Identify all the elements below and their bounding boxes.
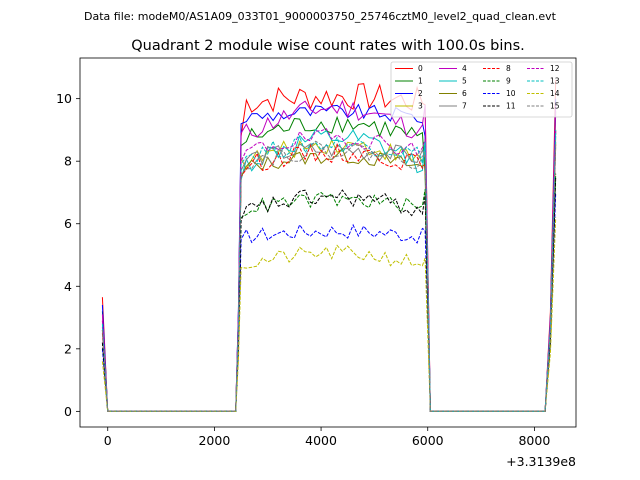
y-axis: 0 2 4 6 8 10 [56, 91, 80, 419]
series-line-13 [101, 133, 557, 412]
legend-label-4: 4 [462, 64, 467, 73]
legend-label-7: 7 [462, 102, 467, 111]
x-tick-label: 2000 [198, 433, 230, 448]
x-offset-label: +3.3139e8 [506, 454, 576, 469]
series-line-14 [101, 217, 557, 412]
legend-label-8: 8 [506, 64, 511, 73]
y-tick-label: 0 [64, 404, 72, 419]
legend-label-3: 3 [418, 102, 423, 111]
legend-label-10: 10 [506, 89, 516, 98]
x-axis: 0 2000 4000 6000 8000 [104, 427, 550, 448]
figure-suptitle: Data file: modeM0/AS1A09_033T01_90000037… [84, 10, 557, 23]
y-tick-label: 6 [64, 216, 72, 231]
legend-label-11: 11 [506, 102, 516, 111]
legend-label-12: 12 [550, 64, 560, 73]
chart-title: Quadrant 2 module wise count rates with … [131, 38, 525, 54]
legend-label-6: 6 [462, 89, 467, 98]
legend-label-13: 13 [550, 77, 560, 86]
x-tick-label: 8000 [518, 433, 550, 448]
y-tick-label: 2 [64, 341, 72, 356]
series-line-10 [101, 192, 557, 412]
x-tick-label: 4000 [305, 433, 337, 448]
plot-background [80, 58, 576, 427]
legend-label-5: 5 [462, 77, 467, 86]
legend-label-14: 14 [550, 89, 560, 98]
legend-frame [390, 61, 573, 118]
legend-label-2: 2 [418, 89, 423, 98]
series-layer [101, 79, 557, 412]
legend-label-0: 0 [418, 64, 423, 73]
plot-area [79, 57, 577, 428]
y-tick-label: 8 [64, 154, 72, 169]
legend-label-9: 9 [506, 77, 511, 86]
x-tick-label: 0 [104, 433, 112, 448]
y-tick-label: 10 [56, 91, 72, 106]
series-line-15 [101, 140, 557, 412]
legend-label-1: 1 [418, 77, 423, 86]
legend-label-15: 15 [550, 102, 560, 111]
x-tick-label: 6000 [412, 433, 444, 448]
y-tick-label: 4 [64, 279, 72, 294]
plot-frame [79, 57, 577, 428]
